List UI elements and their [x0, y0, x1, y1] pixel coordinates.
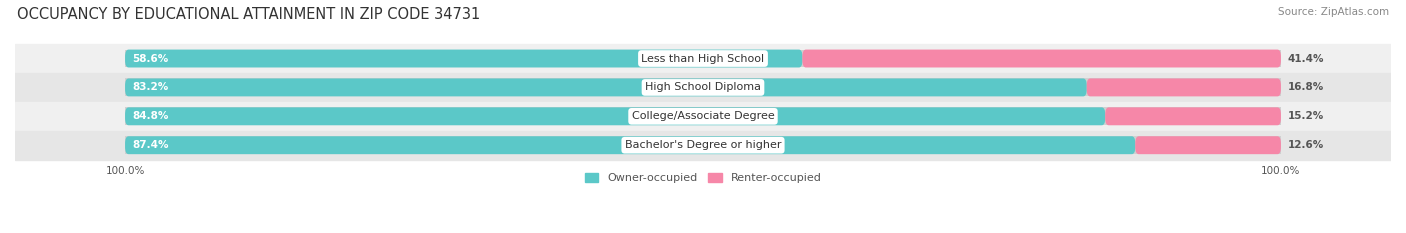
Bar — [125, 107, 1281, 125]
FancyBboxPatch shape — [125, 107, 1105, 125]
Text: 87.4%: 87.4% — [132, 140, 169, 150]
Text: College/Associate Degree: College/Associate Degree — [631, 111, 775, 121]
Text: 58.6%: 58.6% — [132, 54, 169, 64]
Text: 41.4%: 41.4% — [1288, 54, 1324, 64]
Text: OCCUPANCY BY EDUCATIONAL ATTAINMENT IN ZIP CODE 34731: OCCUPANCY BY EDUCATIONAL ATTAINMENT IN Z… — [17, 7, 479, 22]
Text: Less than High School: Less than High School — [641, 54, 765, 64]
Bar — [125, 136, 1281, 154]
FancyBboxPatch shape — [1105, 107, 1281, 125]
FancyBboxPatch shape — [125, 50, 803, 68]
Bar — [15, 73, 1391, 102]
Text: 12.6%: 12.6% — [1288, 140, 1324, 150]
Bar — [15, 44, 1391, 73]
Legend: Owner-occupied, Renter-occupied: Owner-occupied, Renter-occupied — [581, 168, 825, 188]
Text: 15.2%: 15.2% — [1288, 111, 1324, 121]
Text: 16.8%: 16.8% — [1288, 82, 1324, 93]
FancyBboxPatch shape — [125, 136, 1135, 154]
Text: 100.0%: 100.0% — [105, 166, 145, 176]
Bar — [125, 79, 1281, 96]
Bar — [15, 102, 1391, 131]
FancyBboxPatch shape — [1135, 136, 1281, 154]
FancyBboxPatch shape — [125, 79, 1087, 96]
Text: Source: ZipAtlas.com: Source: ZipAtlas.com — [1278, 7, 1389, 17]
FancyBboxPatch shape — [1087, 79, 1281, 96]
Text: 84.8%: 84.8% — [132, 111, 169, 121]
FancyBboxPatch shape — [803, 50, 1281, 68]
Bar — [15, 131, 1391, 160]
Text: 83.2%: 83.2% — [132, 82, 169, 93]
Text: High School Diploma: High School Diploma — [645, 82, 761, 93]
Bar — [125, 50, 1281, 68]
Text: 100.0%: 100.0% — [1261, 166, 1301, 176]
Text: Bachelor's Degree or higher: Bachelor's Degree or higher — [624, 140, 782, 150]
